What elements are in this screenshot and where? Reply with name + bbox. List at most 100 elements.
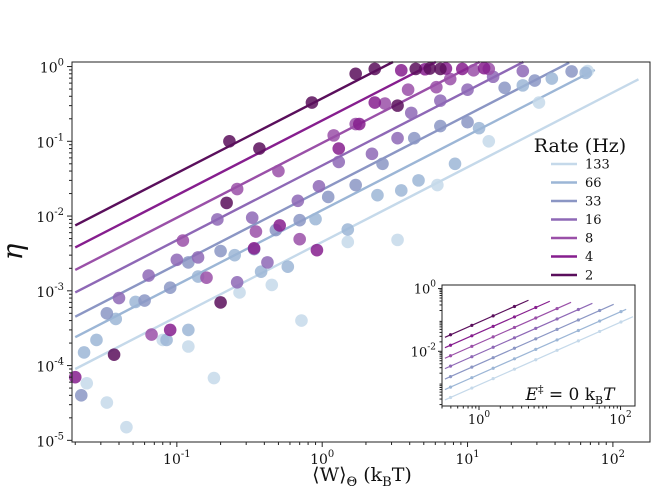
inset-point-66-5 — [555, 338, 558, 341]
point-66-10 — [309, 213, 322, 226]
point-16-0 — [113, 292, 126, 305]
point-8-13 — [467, 64, 480, 77]
point-8-0 — [145, 328, 158, 341]
point-2-7 — [368, 63, 381, 76]
point-33-11 — [376, 158, 389, 171]
point-133-8 — [295, 314, 308, 327]
point-133-7 — [265, 279, 278, 292]
point-2-8 — [391, 99, 404, 112]
point-66-15 — [449, 158, 462, 171]
inset-point-2-0 — [449, 333, 452, 336]
point-16-4 — [211, 213, 224, 226]
point-33-12 — [408, 132, 421, 145]
inset-point-4-0 — [449, 344, 452, 347]
point-133-11 — [431, 179, 444, 192]
point-133-9 — [341, 236, 354, 249]
point-66-19 — [579, 67, 592, 80]
point-33-0 — [75, 389, 88, 402]
point-16-6 — [246, 211, 259, 224]
inset-y-tick-label: 100 — [414, 280, 437, 298]
point-2-2 — [220, 197, 233, 210]
inset-point-66-1 — [470, 376, 473, 379]
point-133-2 — [120, 421, 133, 434]
point-66-17 — [517, 79, 530, 92]
x-axis-label-main: ⟨W⟩ — [312, 464, 346, 486]
point-66-14 — [412, 174, 425, 187]
x-axis-label: ⟨W⟩Θ (kBT) — [312, 464, 412, 490]
inset-point-8-5 — [555, 307, 558, 310]
point-2-6 — [349, 67, 362, 80]
inset-point-133-1 — [470, 386, 473, 389]
point-4-4 — [311, 244, 324, 257]
point-66-1 — [90, 334, 103, 347]
inset-annotation-sub: B — [595, 394, 603, 407]
inset-point-4-1 — [470, 334, 473, 337]
inset-point-33-6 — [577, 318, 580, 321]
point-33-2 — [138, 294, 151, 307]
inset-point-4-4 — [534, 306, 537, 309]
point-8-6 — [293, 233, 306, 246]
point-133-0 — [80, 377, 93, 390]
point-8-2 — [200, 271, 213, 284]
point-33-16 — [528, 74, 541, 87]
point-66-9 — [282, 260, 295, 273]
inset-point-66-0 — [449, 386, 452, 389]
inset-point-16-6 — [577, 308, 580, 311]
point-16-7 — [261, 256, 274, 269]
inset-annotation-end: T — [603, 385, 616, 405]
inset-point-66-7 — [598, 319, 601, 322]
y-tick-label: 100 — [40, 58, 64, 77]
point-33-17 — [565, 65, 578, 78]
point-33-13 — [434, 120, 447, 133]
x-axis-label-sub: Θ — [347, 475, 358, 490]
y-tick-label: 10-2 — [36, 207, 64, 226]
legend-label-4: 4 — [585, 250, 593, 265]
inset-x-tick-label: 102 — [609, 410, 631, 428]
point-16-3 — [192, 251, 205, 264]
x-tick-label: 10-1 — [163, 449, 191, 468]
point-4-12 — [478, 62, 491, 75]
point-4-2 — [248, 242, 261, 255]
figure: 10-110010110210-510-410-310-210-1100 η ⟨… — [0, 0, 664, 498]
inset-point-133-2 — [492, 377, 495, 380]
inset-point-133-5 — [555, 349, 558, 352]
inset-point-133-8 — [619, 320, 622, 323]
point-8-3 — [231, 183, 244, 196]
point-33-8 — [293, 214, 306, 227]
inset-point-33-3 — [513, 347, 516, 350]
point-133-13 — [533, 96, 546, 109]
point-133-12 — [482, 135, 495, 148]
point-33-3 — [164, 281, 177, 294]
point-33-1 — [101, 307, 114, 320]
inset-point-66-6 — [577, 329, 580, 332]
point-8-1 — [177, 234, 190, 247]
point-8-10 — [402, 83, 415, 96]
point-2-9 — [409, 63, 422, 76]
inset-point-8-3 — [513, 326, 516, 329]
inset-x-tick-label: 100 — [468, 410, 491, 428]
point-2-4 — [253, 142, 266, 155]
point-66-7 — [228, 249, 241, 262]
point-66-0 — [78, 346, 91, 359]
point-133-1 — [101, 396, 114, 409]
inset-point-2-1 — [470, 324, 473, 327]
inset-annotation-main: E — [525, 385, 539, 405]
legend-label-33: 33 — [585, 195, 602, 210]
inset-point-66-2 — [492, 367, 495, 370]
fit-line-16 — [75, 62, 523, 292]
y-tick-label: 10-4 — [36, 357, 64, 376]
y-tick-label: 10-1 — [36, 132, 64, 151]
x-tick-label: 101 — [455, 449, 479, 468]
inset-point-16-4 — [534, 327, 537, 330]
point-33-5 — [214, 245, 227, 258]
point-16-10 — [332, 156, 345, 169]
point-16-1 — [142, 269, 155, 282]
inset-chart: 100 10210-2100 E‡ = 0 kBT — [411, 280, 635, 428]
point-16-15 — [461, 83, 474, 96]
inset-point-33-1 — [470, 366, 473, 369]
inset-point-133-4 — [534, 358, 537, 361]
point-33-10 — [349, 179, 362, 192]
point-8-11 — [430, 81, 443, 94]
point-66-12 — [371, 189, 384, 202]
point-16-8 — [292, 194, 305, 207]
